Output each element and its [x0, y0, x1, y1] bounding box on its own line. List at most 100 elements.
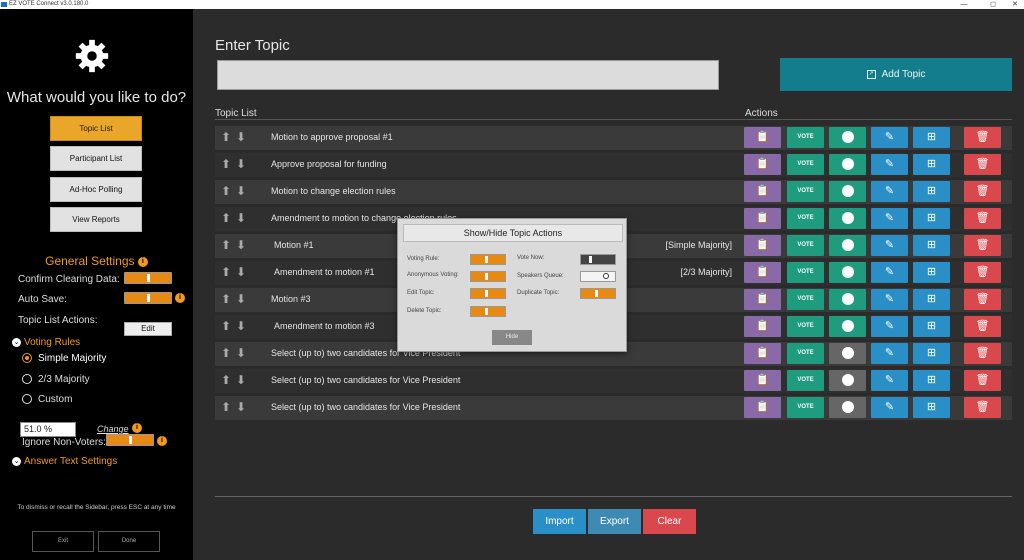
- add-topic-button[interactable]: ↗ Add Topic: [780, 58, 1012, 91]
- duplicate-icon[interactable]: ⊞: [913, 316, 950, 337]
- move-down-arrow-icon[interactable]: ⬇: [236, 211, 247, 225]
- custom-percentage-input[interactable]: 51.0 %: [20, 422, 76, 437]
- nav-adhoc-polling-button[interactable]: Ad-Hoc Polling: [50, 177, 142, 202]
- trash-icon[interactable]: 🗑: [964, 316, 1001, 337]
- edit-icon[interactable]: ✎: [871, 127, 908, 148]
- edit-topic-toggle[interactable]: [470, 288, 506, 299]
- move-up-arrow-icon[interactable]: ⬆: [221, 400, 232, 414]
- duplicate-topic-toggle[interactable]: [580, 288, 616, 299]
- move-up-arrow-icon[interactable]: ⬆: [221, 238, 232, 252]
- trash-icon[interactable]: 🗑: [964, 397, 1001, 418]
- participant-icon[interactable]: [829, 262, 866, 283]
- participant-icon[interactable]: [829, 235, 866, 256]
- participant-icon[interactable]: [829, 343, 866, 364]
- ignore-non-voters-info-icon[interactable]: i: [157, 436, 167, 446]
- edit-icon[interactable]: ✎: [871, 181, 908, 202]
- auto-save-info-icon[interactable]: i: [175, 293, 185, 303]
- participant-icon[interactable]: [829, 370, 866, 391]
- move-down-arrow-icon[interactable]: ⬇: [236, 157, 247, 171]
- participant-icon[interactable]: [829, 397, 866, 418]
- participant-icon[interactable]: [829, 127, 866, 148]
- clipboard-icon[interactable]: 📋: [744, 370, 781, 391]
- ignore-non-voters-toggle[interactable]: [106, 434, 154, 446]
- edit-icon[interactable]: ✎: [871, 316, 908, 337]
- trash-icon[interactable]: 🗑: [964, 289, 1001, 310]
- move-down-arrow-icon[interactable]: ⬇: [236, 292, 247, 306]
- move-up-arrow-icon[interactable]: ⬆: [221, 346, 232, 360]
- duplicate-icon[interactable]: ⊞: [913, 154, 950, 175]
- vote-icon[interactable]: VOTE: [787, 397, 824, 418]
- trash-icon[interactable]: 🗑: [964, 235, 1001, 256]
- edit-icon[interactable]: ✎: [871, 262, 908, 283]
- nav-view-reports-button[interactable]: View Reports: [50, 207, 142, 232]
- edit-icon[interactable]: ✎: [871, 397, 908, 418]
- edit-icon[interactable]: ✎: [871, 154, 908, 175]
- duplicate-icon[interactable]: ⊞: [913, 127, 950, 148]
- clipboard-icon[interactable]: 📋: [744, 343, 781, 364]
- nav-topic-list-button[interactable]: Topic List: [50, 116, 142, 141]
- voting-rule-toggle[interactable]: [470, 254, 506, 265]
- clipboard-icon[interactable]: 📋: [744, 154, 781, 175]
- topic-row[interactable]: ⬆ ⬇ Approve proposal for funding 📋 VOTE ✎ ⊞ 🗑: [215, 153, 1012, 177]
- move-up-arrow-icon[interactable]: ⬆: [221, 211, 232, 225]
- maximize-button[interactable]: ◻: [990, 1, 996, 8]
- speakers-queue-toggle[interactable]: [580, 271, 616, 282]
- move-down-arrow-icon[interactable]: ⬇: [236, 130, 247, 144]
- move-up-arrow-icon[interactable]: ⬆: [221, 292, 232, 306]
- clipboard-icon[interactable]: 📋: [744, 316, 781, 337]
- confirm-clearing-toggle[interactable]: [124, 272, 172, 284]
- move-down-arrow-icon[interactable]: ⬇: [236, 373, 247, 387]
- voting-rules-section[interactable]: ⌄ Voting Rules: [12, 337, 80, 348]
- minimize-button[interactable]: —: [960, 1, 968, 8]
- edit-icon[interactable]: ✎: [871, 289, 908, 310]
- participant-icon[interactable]: [829, 316, 866, 337]
- vote-icon[interactable]: VOTE: [787, 343, 824, 364]
- vote-icon[interactable]: VOTE: [787, 370, 824, 391]
- move-up-arrow-icon[interactable]: ⬆: [221, 130, 232, 144]
- delete-topic-toggle[interactable]: [470, 306, 506, 317]
- vote-icon[interactable]: VOTE: [787, 154, 824, 175]
- trash-icon[interactable]: 🗑: [964, 208, 1001, 229]
- clipboard-icon[interactable]: 📋: [744, 262, 781, 283]
- topic-row[interactable]: ⬆ ⬇ Select (up to) two candidates for Vice…: [215, 396, 1012, 420]
- vote-icon[interactable]: VOTE: [787, 181, 824, 202]
- clipboard-icon[interactable]: 📋: [744, 127, 781, 148]
- duplicate-icon[interactable]: ⊞: [913, 181, 950, 202]
- move-down-arrow-icon[interactable]: ⬇: [236, 346, 247, 360]
- move-up-arrow-icon[interactable]: ⬆: [221, 157, 232, 171]
- participant-icon[interactable]: [829, 154, 866, 175]
- info-icon[interactable]: i: [137, 256, 148, 267]
- trash-icon[interactable]: 🗑: [964, 154, 1001, 175]
- duplicate-icon[interactable]: ⊞: [913, 208, 950, 229]
- clipboard-icon[interactable]: 📋: [744, 235, 781, 256]
- rule-custom-radio[interactable]: Custom: [22, 394, 72, 405]
- topic-row[interactable]: ⬆ ⬇ Select (up to) two candidates for Vice…: [215, 369, 1012, 393]
- export-button[interactable]: Export: [588, 509, 641, 534]
- change-info-icon[interactable]: i: [132, 423, 142, 433]
- participant-icon[interactable]: [829, 181, 866, 202]
- duplicate-icon[interactable]: ⊞: [913, 262, 950, 283]
- move-down-arrow-icon[interactable]: ⬇: [236, 184, 247, 198]
- trash-icon[interactable]: 🗑: [964, 343, 1001, 364]
- done-button[interactable]: Done: [98, 531, 160, 552]
- auto-save-toggle[interactable]: [124, 292, 172, 304]
- answer-text-settings-section[interactable]: ⌄ Answer Text Settings: [12, 456, 117, 467]
- anonymous-voting-toggle[interactable]: [470, 271, 506, 282]
- edit-icon[interactable]: ✎: [871, 343, 908, 364]
- trash-icon[interactable]: 🗑: [964, 370, 1001, 391]
- duplicate-icon[interactable]: ⊞: [913, 235, 950, 256]
- vote-icon[interactable]: VOTE: [787, 262, 824, 283]
- exit-button[interactable]: Exit: [32, 531, 94, 552]
- trash-icon[interactable]: 🗑: [964, 127, 1001, 148]
- vote-icon[interactable]: VOTE: [787, 235, 824, 256]
- move-down-arrow-icon[interactable]: ⬇: [236, 238, 247, 252]
- vote-icon[interactable]: VOTE: [787, 208, 824, 229]
- clipboard-icon[interactable]: 📋: [744, 289, 781, 310]
- topic-row[interactable]: ⬆ ⬇ Motion to change election rules 📋 VOTE ✎ ⊞…: [215, 180, 1012, 204]
- nav-participant-list-button[interactable]: Participant List: [50, 146, 142, 171]
- edit-icon[interactable]: ✎: [871, 235, 908, 256]
- trash-icon[interactable]: 🗑: [964, 181, 1001, 202]
- duplicate-icon[interactable]: ⊞: [913, 289, 950, 310]
- clipboard-icon[interactable]: 📋: [744, 208, 781, 229]
- vote-icon[interactable]: VOTE: [787, 289, 824, 310]
